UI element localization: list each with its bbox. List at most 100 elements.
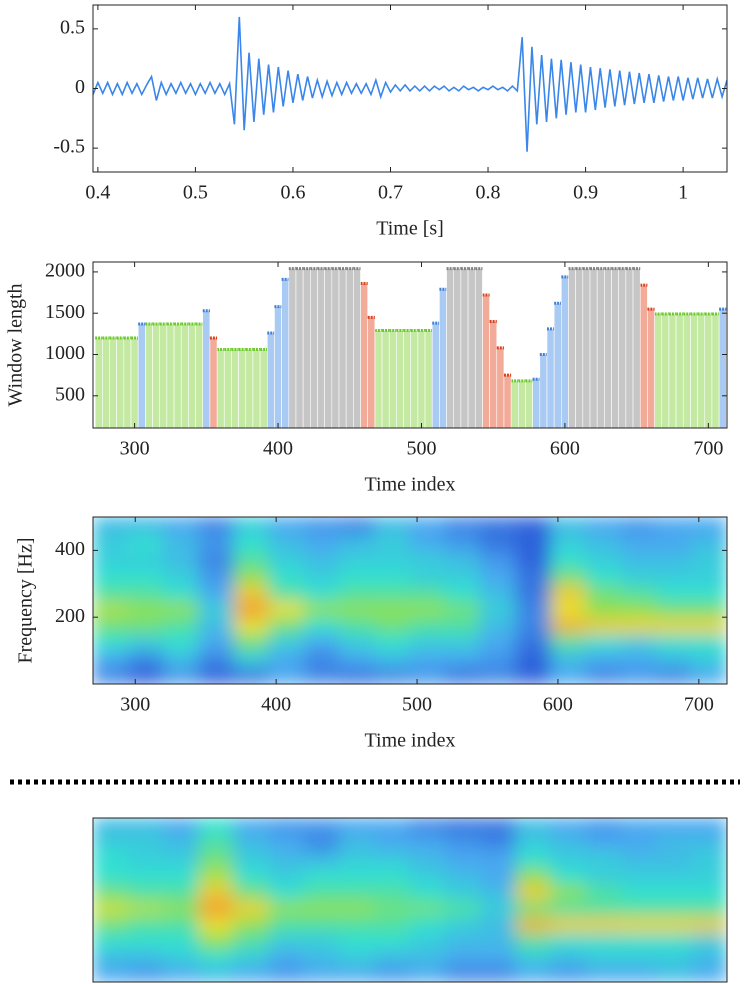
heat-cell bbox=[198, 666, 235, 684]
heat-cell bbox=[303, 650, 341, 668]
stem-bar bbox=[159, 323, 168, 428]
heat-cell bbox=[620, 583, 658, 601]
stem-bar bbox=[338, 268, 347, 428]
heat-cell bbox=[691, 566, 727, 585]
heat-cell bbox=[620, 915, 658, 934]
heat-cell bbox=[374, 650, 411, 668]
heat-cell bbox=[93, 650, 129, 668]
stem-bar bbox=[345, 268, 354, 428]
heat-cell bbox=[127, 899, 164, 917]
heat-cell bbox=[550, 616, 587, 635]
heat-cell bbox=[620, 666, 658, 684]
heat-cell bbox=[656, 915, 693, 934]
heat-cell bbox=[127, 533, 164, 551]
heat-cell bbox=[127, 517, 164, 535]
heat-cell bbox=[585, 616, 622, 635]
heat-cell bbox=[409, 633, 446, 652]
heat-cell bbox=[479, 833, 517, 852]
heat-cell bbox=[620, 866, 658, 885]
heat-cell bbox=[656, 616, 693, 635]
x-tick-label: 0.5 bbox=[183, 182, 208, 204]
heat-cell bbox=[268, 883, 305, 901]
heat-cell bbox=[162, 616, 200, 635]
heat-cell bbox=[656, 517, 693, 535]
heat-cell bbox=[656, 666, 693, 684]
stem-bar bbox=[202, 310, 211, 428]
heat-cell bbox=[162, 948, 200, 967]
heat-cell bbox=[691, 650, 727, 668]
heat-cell bbox=[409, 883, 446, 901]
heat-cell bbox=[656, 549, 693, 568]
heat-cell bbox=[374, 915, 411, 934]
heat-cell bbox=[162, 517, 200, 535]
heat-cell bbox=[93, 666, 129, 684]
heat-cell bbox=[479, 583, 517, 601]
heat-cell bbox=[268, 866, 305, 885]
stem-bar bbox=[596, 268, 605, 428]
heat-cell bbox=[374, 818, 411, 835]
heat-cell bbox=[691, 583, 727, 601]
heat-cell bbox=[374, 965, 411, 982]
heat-cell bbox=[585, 850, 622, 868]
heat-cell bbox=[515, 833, 552, 852]
stem-bar bbox=[324, 268, 333, 428]
heat-cell bbox=[656, 533, 693, 551]
stem-bar bbox=[474, 268, 483, 428]
stem-bar bbox=[216, 349, 225, 428]
x-tick-label: 0.8 bbox=[476, 182, 501, 204]
heat-cell bbox=[303, 866, 341, 885]
x-tick-label: 600 bbox=[543, 694, 573, 716]
heat-cell bbox=[233, 633, 270, 652]
heat-cell bbox=[374, 533, 411, 551]
heat-cell bbox=[620, 833, 658, 852]
heat-cell bbox=[691, 600, 727, 618]
heat-cell bbox=[268, 818, 305, 835]
stem-bar bbox=[259, 349, 268, 428]
heat-cell bbox=[198, 650, 235, 668]
heat-cell bbox=[409, 566, 446, 585]
heat-cell bbox=[620, 948, 658, 967]
heat-cell bbox=[691, 948, 727, 967]
heat-cell bbox=[127, 650, 164, 668]
heat-cell bbox=[620, 883, 658, 901]
heat-cell bbox=[444, 666, 481, 684]
heat-cell bbox=[656, 583, 693, 601]
heat-cell bbox=[162, 883, 200, 901]
heat-cell bbox=[444, 650, 481, 668]
heat-cell bbox=[656, 650, 693, 668]
stem-bar bbox=[123, 337, 132, 428]
heat-cell bbox=[127, 866, 164, 885]
heat-cell bbox=[479, 566, 517, 585]
heat-cell bbox=[515, 948, 552, 967]
heat-cell bbox=[585, 899, 622, 917]
heat-cell bbox=[268, 633, 305, 652]
heat-cell bbox=[268, 932, 305, 950]
heat-cell bbox=[162, 899, 200, 917]
heat-cell bbox=[198, 566, 235, 585]
heat-cell bbox=[198, 948, 235, 967]
heat-cell bbox=[374, 899, 411, 917]
heat-cell bbox=[374, 883, 411, 901]
heat-cell bbox=[479, 600, 517, 618]
heat-cell bbox=[515, 899, 552, 917]
heat-cell bbox=[303, 583, 341, 601]
heat-cell bbox=[127, 932, 164, 950]
heat-cell bbox=[162, 650, 200, 668]
x-tick-label: 0.6 bbox=[280, 182, 305, 204]
heat-cell bbox=[303, 883, 341, 901]
stem-bar bbox=[374, 330, 383, 428]
stem-bar bbox=[403, 330, 412, 428]
x-tick-label: 0.9 bbox=[573, 182, 598, 204]
heat-cell bbox=[515, 850, 552, 868]
heat-cell bbox=[444, 948, 481, 967]
heat-cell bbox=[233, 566, 270, 585]
heat-cell bbox=[303, 932, 341, 950]
heat-cell bbox=[374, 616, 411, 635]
heat-cell bbox=[620, 616, 658, 635]
heat-cell bbox=[303, 600, 341, 618]
heat-cell bbox=[162, 549, 200, 568]
heat-cell bbox=[550, 850, 587, 868]
heat-cell bbox=[444, 915, 481, 934]
heat-cell bbox=[550, 965, 587, 982]
heat-cell bbox=[550, 883, 587, 901]
